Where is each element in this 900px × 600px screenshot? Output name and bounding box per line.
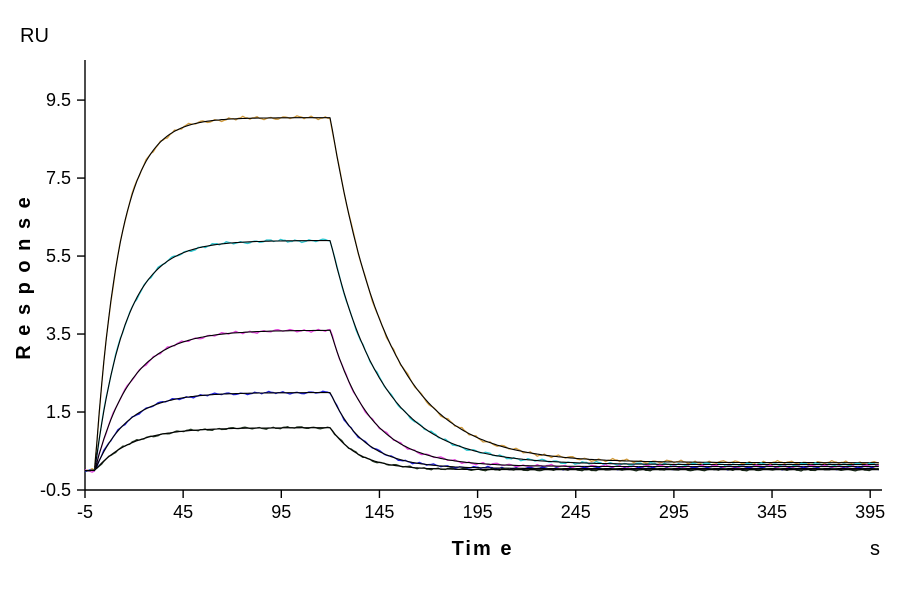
y-tick-label: -0.5 — [40, 480, 71, 500]
y-tick-label: 1.5 — [46, 402, 71, 422]
x-tick-label: 245 — [561, 502, 591, 522]
sensorgram-chart: -5 45 95 145 195 245 295 345 395 -0.5 1.5 3.5 5.5 7.5… — [0, 0, 900, 600]
x-unit-label: s — [870, 538, 880, 560]
x-tick-label: 195 — [463, 502, 493, 522]
y-tick-label: 3.5 — [46, 324, 71, 344]
y-axis-label: R e s p o n s e — [13, 195, 35, 359]
series-cyan-fit — [85, 241, 879, 471]
data-series — [85, 116, 879, 472]
axes — [85, 60, 882, 490]
x-tick-label: -5 — [77, 502, 93, 522]
series-magenta-fit — [85, 330, 879, 470]
y-tick-label: 5.5 — [46, 246, 71, 266]
x-tick-label: 45 — [173, 502, 193, 522]
series-orange-fit — [85, 118, 879, 471]
series-magenta — [85, 329, 879, 472]
x-tick-label: 395 — [855, 502, 885, 522]
x-axis-label: Tim e — [452, 538, 514, 560]
ticks: -5 45 95 145 195 245 295 345 395 -0.5 1.5 3.5 5.5 7.5… — [40, 90, 885, 522]
series-cyan — [85, 239, 879, 472]
x-tick-label: 145 — [364, 502, 394, 522]
x-tick-label: 95 — [271, 502, 291, 522]
x-tick-label: 295 — [659, 502, 689, 522]
series-blue — [85, 391, 879, 471]
x-tick-label: 345 — [757, 502, 787, 522]
series-blue-fit — [85, 393, 879, 471]
y-tick-label: 7.5 — [46, 168, 71, 188]
series-orange — [85, 116, 879, 472]
y-tick-label: 9.5 — [46, 90, 71, 110]
y-unit-label: RU — [20, 25, 49, 47]
chart-area: -5 45 95 145 195 245 295 345 395 -0.5 1.5 3.5 5.5 7.5… — [0, 0, 900, 600]
